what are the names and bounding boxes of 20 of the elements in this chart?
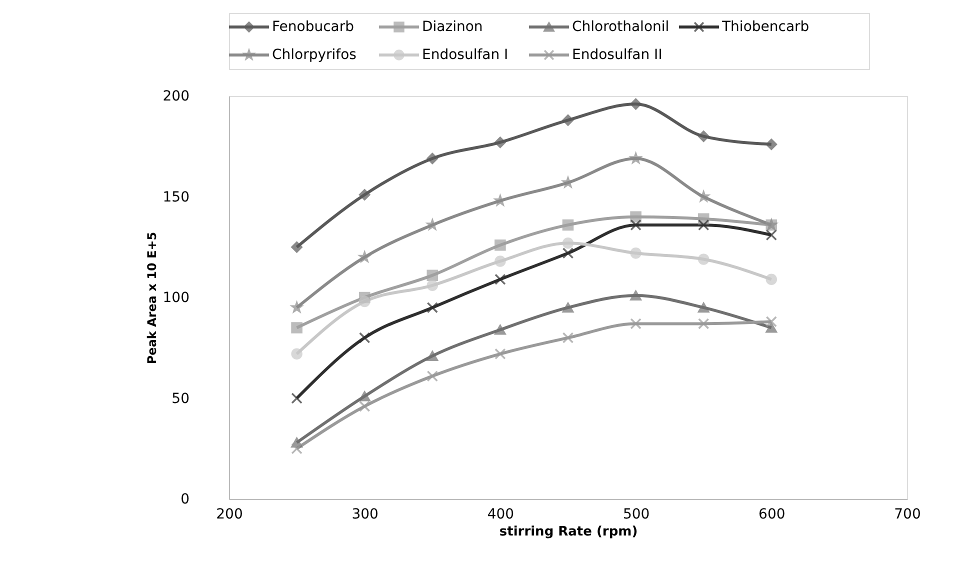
legend-label: Fenobucarb bbox=[272, 19, 354, 35]
x-tick-label: 400 bbox=[487, 506, 514, 522]
y-tick-label: 0 bbox=[180, 492, 190, 508]
x-tick-label: 200 bbox=[216, 506, 243, 522]
y-tick-label: 200 bbox=[162, 88, 190, 104]
x-axis-title: stirring Rate (rpm) bbox=[499, 524, 638, 540]
x-tick-label: 700 bbox=[894, 506, 921, 522]
y-axis-title: Peak Area x 10 E+5 bbox=[144, 232, 159, 364]
x-tick-label: 300 bbox=[352, 506, 378, 522]
x-tick-label: 500 bbox=[622, 506, 650, 522]
legend-label: Chlorothalonil bbox=[572, 19, 670, 35]
legend-label: Diazinon bbox=[422, 19, 483, 35]
y-tick-label: 100 bbox=[162, 290, 190, 306]
x-tick-label: 600 bbox=[758, 506, 786, 522]
y-tick-label: 150 bbox=[162, 189, 190, 206]
legend-label: Endosulfan II bbox=[572, 47, 662, 63]
legend-label: Thiobencarb bbox=[721, 19, 810, 35]
legend-label: Endosulfan I bbox=[422, 47, 508, 63]
y-tick-label: 50 bbox=[172, 390, 190, 407]
legend-label: Chlorpyrifos bbox=[272, 47, 356, 63]
